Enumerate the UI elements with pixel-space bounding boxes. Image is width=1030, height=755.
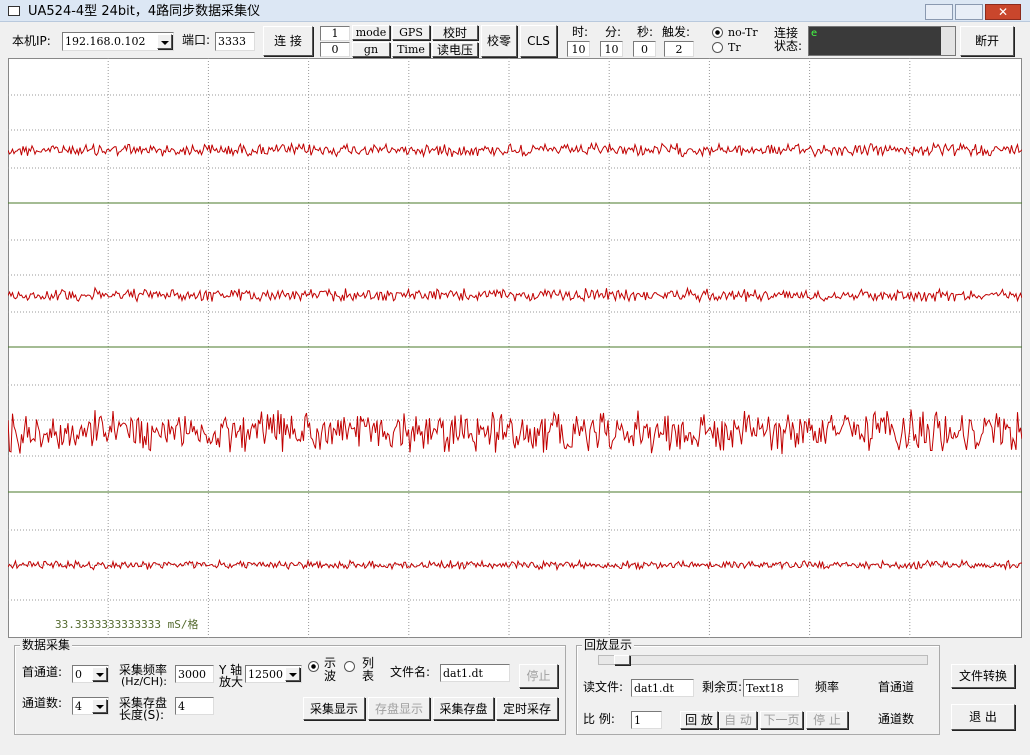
convert-button[interactable]: 文件转换 bbox=[951, 664, 1015, 688]
port-input[interactable]: 3333 bbox=[215, 32, 255, 51]
read-file-label: 读文件: bbox=[583, 680, 624, 694]
group-legend: 数据采集 bbox=[20, 638, 73, 652]
zero-button[interactable]: 校零 bbox=[481, 25, 517, 57]
ratio-input[interactable]: 1 bbox=[631, 711, 662, 729]
playback-scrollbar[interactable] bbox=[598, 655, 928, 665]
close-button[interactable]: ✕ bbox=[985, 4, 1021, 20]
wave-label: 示 bbox=[324, 656, 337, 670]
channel-count-label: 通道数: bbox=[22, 696, 63, 710]
pages-input[interactable]: Text18 bbox=[743, 679, 799, 697]
read-voltage-button[interactable]: 读电压 bbox=[432, 42, 478, 57]
acquire-save-button[interactable]: 采集存盘 bbox=[433, 697, 494, 720]
status-label: 状态: bbox=[774, 39, 803, 53]
group-legend: 回放显示 bbox=[582, 638, 635, 652]
storage-input[interactable]: 4 bbox=[175, 697, 214, 715]
read-file-input[interactable]: dat1.dt bbox=[631, 679, 694, 697]
playback-first-channel-label: 首通道 bbox=[878, 680, 915, 694]
calibrate-time-button[interactable]: 校时 bbox=[432, 25, 478, 40]
timed-save-button[interactable]: 定时采存 bbox=[496, 697, 558, 720]
waveform bbox=[8, 409, 1022, 455]
list-radio[interactable] bbox=[344, 661, 355, 672]
waveform bbox=[8, 558, 1022, 572]
acquisition-group bbox=[14, 645, 566, 735]
window-title: UA524-4型 24bit，4路同步数据采集仪 bbox=[28, 4, 261, 19]
dropdown-arrow bbox=[96, 673, 104, 677]
waveform bbox=[8, 141, 1022, 159]
next-page-button[interactable]: 下一页 bbox=[760, 711, 803, 729]
pages-label: 剩余页: bbox=[702, 680, 743, 694]
time-button[interactable]: Time bbox=[392, 42, 430, 57]
filename-input[interactable]: dat1.dt bbox=[440, 664, 510, 682]
wave-label: 波 bbox=[324, 669, 337, 683]
disconnect-button[interactable]: 断开 bbox=[960, 26, 1014, 56]
gain-label: Y 轴 bbox=[219, 663, 243, 677]
waveform-plot: 33.3333333333333 mS/格 bbox=[8, 58, 1022, 638]
dropdown-button[interactable] bbox=[92, 699, 107, 713]
scale-label: 33.3333333333333 mS/格 bbox=[55, 617, 198, 631]
exit-button[interactable]: 退 出 bbox=[951, 704, 1015, 730]
second-label: 秒: bbox=[637, 25, 654, 39]
frequency-label: 频率 bbox=[815, 680, 840, 694]
port-label: 端口: bbox=[182, 33, 211, 47]
list-label: 表 bbox=[362, 669, 375, 683]
mode-button[interactable]: mode bbox=[352, 25, 390, 40]
save-show-button[interactable]: 存盘显示 bbox=[368, 697, 430, 720]
app-icon bbox=[8, 6, 20, 16]
gn-button[interactable]: gn bbox=[352, 42, 390, 57]
list-label: 列 bbox=[362, 656, 375, 670]
no-tr-label: no-Tr bbox=[728, 26, 758, 39]
ip-combo[interactable]: 192.168.0.102 bbox=[62, 32, 174, 51]
title-bar bbox=[0, 0, 1030, 22]
minute-input[interactable]: 10 bbox=[600, 41, 623, 57]
dropdown-button[interactable] bbox=[285, 667, 300, 681]
minimize-button[interactable] bbox=[925, 4, 953, 20]
status-label: 连接 bbox=[774, 26, 799, 40]
rate-input[interactable]: 3000 bbox=[175, 665, 214, 683]
ratio-label: 比 例: bbox=[583, 712, 615, 726]
storage-label: 采集存盘 bbox=[119, 696, 168, 710]
hour-input[interactable]: 10 bbox=[567, 41, 590, 57]
acquire-show-button[interactable]: 采集显示 bbox=[303, 697, 365, 720]
trigger-label: 触发: bbox=[662, 25, 691, 39]
rate-label: 采集频率 bbox=[119, 663, 168, 677]
status-scrollbar[interactable] bbox=[941, 27, 955, 55]
hour-label: 时: bbox=[572, 25, 589, 39]
gain-label: 放大 bbox=[219, 675, 244, 689]
cls-button[interactable]: CLS bbox=[520, 25, 557, 57]
dropdown-button[interactable] bbox=[92, 667, 107, 681]
dropdown-button[interactable] bbox=[157, 34, 172, 49]
stop-button[interactable]: 停止 bbox=[519, 664, 558, 688]
scroll-thumb[interactable] bbox=[614, 655, 630, 665]
playback-group bbox=[576, 645, 940, 735]
minute-label: 分: bbox=[605, 25, 622, 39]
gps-button[interactable]: GPS bbox=[392, 25, 430, 40]
connect-button[interactable]: 连 接 bbox=[263, 26, 313, 56]
second-input[interactable]: 0 bbox=[633, 41, 656, 57]
waveform bbox=[8, 286, 1022, 304]
ip-label: 本机IP: bbox=[12, 34, 51, 48]
no-tr-radio[interactable] bbox=[712, 27, 723, 38]
dropdown-arrow bbox=[96, 705, 104, 709]
playback-channel-count-label: 通道数 bbox=[878, 712, 915, 726]
storage-label: 长度(S): bbox=[119, 708, 165, 722]
status-display: e bbox=[808, 26, 956, 56]
dropdown-arrow bbox=[161, 40, 169, 45]
tr-label: Tr bbox=[728, 41, 741, 54]
first-channel-label: 首通道: bbox=[22, 665, 63, 679]
playback-stop-button[interactable]: 停 止 bbox=[806, 711, 848, 729]
tr-radio[interactable] bbox=[712, 42, 723, 53]
mode-field-top[interactable]: 1 bbox=[320, 26, 350, 41]
trigger-input[interactable]: 2 bbox=[664, 41, 694, 57]
filename-label: 文件名: bbox=[390, 665, 431, 679]
wave-radio[interactable] bbox=[308, 661, 319, 672]
maximize-button[interactable] bbox=[955, 4, 983, 20]
play-button[interactable]: 回 放 bbox=[680, 711, 718, 729]
dropdown-arrow bbox=[289, 673, 297, 677]
mode-field-bottom[interactable]: 0 bbox=[320, 42, 350, 57]
auto-button[interactable]: 自 动 bbox=[719, 711, 757, 729]
rate-label: (Hz/CH): bbox=[121, 675, 167, 688]
